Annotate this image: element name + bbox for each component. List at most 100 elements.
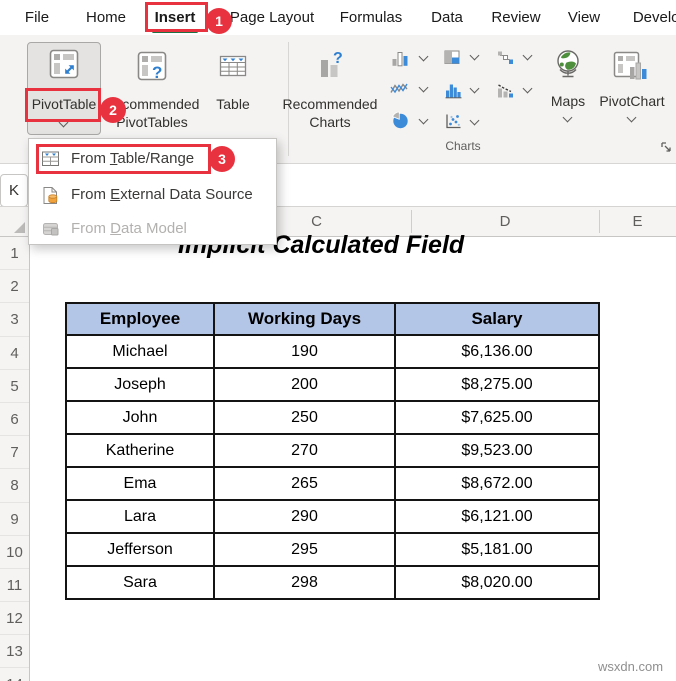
employee-table: Employee Working Days Salary Michael 190… xyxy=(65,302,600,600)
dialog-launcher-icon[interactable] xyxy=(660,141,673,159)
column-header-c[interactable]: C xyxy=(311,213,322,230)
row-header-column: 1 2 3 4 5 6 7 8 9 10 11 12 13 14 xyxy=(0,237,30,681)
menu-item-from-external-data-source[interactable]: From External Data Source xyxy=(29,180,276,212)
menu-item-label: From Data Model xyxy=(71,220,187,237)
table-cell[interactable]: 190 xyxy=(213,334,396,369)
annotation-box-2 xyxy=(25,88,101,122)
row-header-1[interactable]: 1 xyxy=(0,237,29,271)
table-cell[interactable]: 295 xyxy=(213,532,396,567)
table-cell[interactable]: 265 xyxy=(213,466,396,501)
table-cell[interactable]: Katherine xyxy=(65,433,215,468)
table-cell[interactable]: Michael xyxy=(65,334,215,369)
row-header-4[interactable]: 4 xyxy=(0,337,29,370)
histogram-chart-icon[interactable] xyxy=(443,80,463,105)
table-cell[interactable]: $6,121.00 xyxy=(394,499,600,534)
column-chart-icon[interactable] xyxy=(390,48,410,73)
table-cell[interactable]: 298 xyxy=(213,565,396,600)
from-table-range-icon xyxy=(41,150,61,173)
pie-chart-icon[interactable] xyxy=(390,110,410,135)
tab-review[interactable]: Review xyxy=(491,9,541,26)
table-cell[interactable]: $7,625.00 xyxy=(394,400,600,435)
table-cell[interactable]: $8,020.00 xyxy=(394,565,600,600)
data-model-icon xyxy=(41,220,61,243)
table-cell[interactable]: 270 xyxy=(213,433,396,468)
maps-globe-icon xyxy=(552,48,584,85)
row-header-2[interactable]: 2 xyxy=(0,270,29,304)
select-all-corner[interactable] xyxy=(0,206,30,237)
table-cell[interactable]: Sara xyxy=(65,565,215,600)
row-header-10[interactable]: 10 xyxy=(0,536,29,569)
menu-item-from-table-range[interactable]: From Table/Range xyxy=(29,144,276,176)
table-cell[interactable]: $5,181.00 xyxy=(394,532,600,567)
combo-chart-icon[interactable] xyxy=(495,80,515,105)
scatter-chart-icon[interactable] xyxy=(443,111,463,136)
table-icon xyxy=(216,49,250,88)
table-cell[interactable]: John xyxy=(65,400,215,435)
row-header-3[interactable]: 3 xyxy=(0,303,29,337)
table-button-label: Table xyxy=(216,96,250,112)
ribbon-tab-bar: File Home Insert Page Layout Formulas Da… xyxy=(0,0,676,35)
pivotchart-button-label: PivotChart xyxy=(599,93,665,109)
tab-insert[interactable]: Insert xyxy=(154,9,196,26)
header-cell-employee[interactable]: Employee xyxy=(65,302,215,336)
recommended-pivottables-label-2: PivotTables xyxy=(116,114,188,130)
row-header-7[interactable]: 7 xyxy=(0,436,29,470)
tab-file[interactable]: File xyxy=(24,9,50,26)
annotation-badge-3: 3 xyxy=(209,146,235,172)
tab-home[interactable]: Home xyxy=(85,9,127,26)
tab-view[interactable]: View xyxy=(567,9,601,26)
name-box[interactable]: K xyxy=(0,174,28,207)
column-divider xyxy=(599,210,600,233)
annotation-box-1 xyxy=(145,2,208,32)
table-row: John 250 $7,625.00 xyxy=(65,400,600,435)
table-cell[interactable]: $9,523.00 xyxy=(394,433,600,468)
column-header-d[interactable]: D xyxy=(499,213,511,230)
row-header-11[interactable]: 11 xyxy=(0,569,29,603)
row-header-13[interactable]: 13 xyxy=(0,635,29,669)
menu-item-label: From External Data Source xyxy=(71,186,253,203)
table-cell[interactable]: $6,136.00 xyxy=(394,334,600,369)
tab-formulas[interactable]: Formulas xyxy=(339,9,403,26)
line-chart-icon[interactable] xyxy=(389,79,409,104)
row-header-6[interactable]: 6 xyxy=(0,403,29,437)
row-header-5[interactable]: 5 xyxy=(0,370,29,403)
pivottable-button-label: PivotTable xyxy=(31,96,97,112)
table-cell[interactable]: $8,672.00 xyxy=(394,466,600,501)
tab-data[interactable]: Data xyxy=(431,9,463,26)
table-row: Katherine 270 $9,523.00 xyxy=(65,433,600,468)
recommended-charts-icon: ? xyxy=(313,49,347,88)
pivottable-dropdown-menu: From Table/Range From External Data Sour… xyxy=(28,138,277,245)
hierarchy-chart-icon[interactable] xyxy=(442,47,462,72)
column-header-e[interactable]: E xyxy=(632,213,643,230)
waterfall-chart-icon[interactable] xyxy=(495,47,515,72)
pivotchart-icon xyxy=(612,50,650,87)
row-header-12[interactable]: 12 xyxy=(0,602,29,636)
table-cell[interactable]: 200 xyxy=(213,367,396,402)
svg-text:?: ? xyxy=(333,50,343,67)
row-header-8[interactable]: 8 xyxy=(0,469,29,503)
table-cell[interactable]: 290 xyxy=(213,499,396,534)
header-cell-working-days[interactable]: Working Days xyxy=(213,302,396,336)
table-cell[interactable]: Jefferson xyxy=(65,532,215,567)
charts-group-label: Charts xyxy=(445,139,481,153)
pivottable-icon xyxy=(47,47,81,86)
table-row: Michael 190 $6,136.00 xyxy=(65,334,600,369)
maps-button-label: Maps xyxy=(550,93,586,109)
table-cell[interactable]: Joseph xyxy=(65,367,215,402)
row-header-9[interactable]: 9 xyxy=(0,503,29,536)
svg-text:?: ? xyxy=(152,63,162,82)
table-cell[interactable]: 250 xyxy=(213,400,396,435)
table-cell[interactable]: $8,275.00 xyxy=(394,367,600,402)
menu-item-from-data-model: From Data Model xyxy=(29,214,276,246)
table-cell[interactable]: Ema xyxy=(65,466,215,501)
menu-item-label: From Table/Range xyxy=(71,150,195,167)
row-header-14[interactable]: 14 xyxy=(0,668,29,681)
table-header-row: Employee Working Days Salary xyxy=(65,302,600,336)
tab-page-layout[interactable]: Page Layout xyxy=(229,9,315,26)
table-cell[interactable]: Lara xyxy=(65,499,215,534)
recommended-charts-label-2: Charts xyxy=(309,114,351,130)
tab-developer[interactable]: Developer xyxy=(632,9,676,26)
header-cell-salary[interactable]: Salary xyxy=(394,302,600,336)
annotation-badge-1: 1 xyxy=(206,8,232,34)
